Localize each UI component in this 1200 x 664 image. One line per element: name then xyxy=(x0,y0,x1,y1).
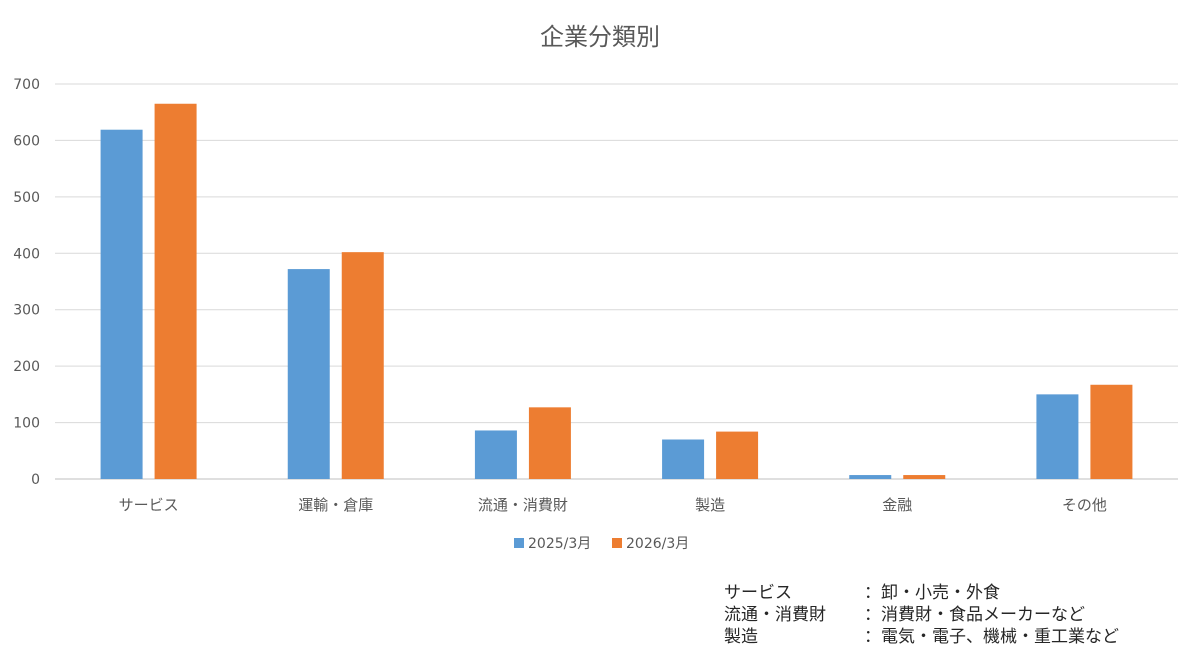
bar-series-1 xyxy=(474,430,517,479)
x-category-label: 運輸・倉庫 xyxy=(298,496,373,514)
y-tick-label: 400 xyxy=(13,246,40,262)
bar-series-2 xyxy=(341,252,384,479)
note-term: 製造 xyxy=(724,627,758,647)
x-category-label: サービス xyxy=(119,496,179,514)
bar-series-1 xyxy=(662,439,705,479)
note-term: サービス xyxy=(724,583,792,603)
note-row: 製造 ：電気・電子、機械・重工業など xyxy=(724,626,1119,648)
category-notes: サービス ：卸・小売・外食 流通・消費財 ：消費財・食品メーカーなど 製造 ：電… xyxy=(724,582,1119,648)
x-category-label: その他 xyxy=(1062,496,1107,514)
bar-series-1 xyxy=(849,475,892,479)
gridlines xyxy=(55,83,1178,480)
note-description: ：卸・小売・外食 xyxy=(864,583,1000,603)
y-tick-label: 0 xyxy=(31,472,40,488)
y-tick-label: 200 xyxy=(13,359,40,375)
legend: 2025/3月 2026/3月 xyxy=(514,536,689,552)
x-category-label: 金融 xyxy=(882,496,912,514)
x-category-label: 流通・消費財 xyxy=(478,496,568,514)
x-axis-labels: サービス 運輸・倉庫 流通・消費財 製造 金融 その他 xyxy=(119,496,1107,514)
bar-chart: 企業分類別 0 100 200 300 400 500 600 700 サービス 運輸・倉庫 流通… xyxy=(13,23,1178,552)
bar-series-1 xyxy=(287,269,330,479)
y-tick-label: 700 xyxy=(13,77,40,93)
legend-swatch xyxy=(612,538,622,548)
bar-series-1 xyxy=(100,129,143,479)
y-axis-ticks: 0 100 200 300 400 500 600 700 xyxy=(13,77,40,488)
bar-series-2 xyxy=(716,431,759,479)
bar-series-2 xyxy=(154,103,197,479)
note-description: ：消費財・食品メーカーなど xyxy=(864,605,1085,625)
legend-label: 2025/3月 xyxy=(528,536,591,552)
note-row: サービス ：卸・小売・外食 xyxy=(724,582,1119,604)
y-tick-label: 500 xyxy=(13,190,40,206)
y-tick-label: 300 xyxy=(13,303,40,319)
y-tick-label: 600 xyxy=(13,133,40,149)
bar-series-2 xyxy=(528,407,571,479)
x-category-label: 製造 xyxy=(695,496,725,514)
bar-series-2 xyxy=(903,475,946,479)
bar-series-2 xyxy=(1090,384,1133,479)
legend-label: 2026/3月 xyxy=(626,536,689,552)
chart-title: 企業分類別 xyxy=(540,23,660,51)
y-tick-label: 100 xyxy=(13,416,40,432)
legend-swatch xyxy=(514,538,524,548)
bars xyxy=(100,103,1133,479)
note-description: ：電気・電子、機械・重工業など xyxy=(864,627,1119,647)
bar-series-1 xyxy=(1036,394,1079,479)
note-row: 流通・消費財 ：消費財・食品メーカーなど xyxy=(724,604,1119,626)
note-term: 流通・消費財 xyxy=(724,605,826,625)
